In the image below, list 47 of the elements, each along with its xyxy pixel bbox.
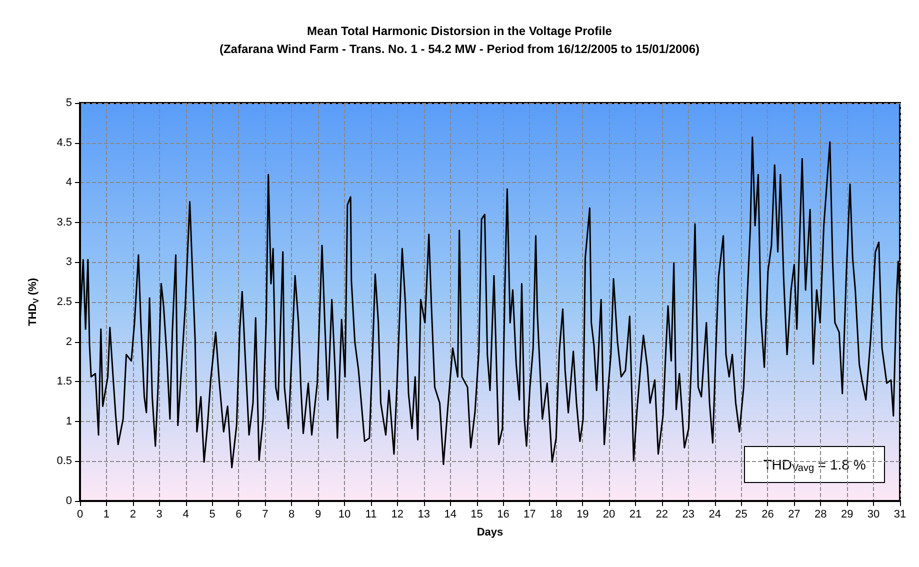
- x-tick-label: 25: [735, 508, 748, 520]
- x-tick-label: 26: [762, 508, 774, 520]
- x-tick-label: 7: [262, 508, 268, 520]
- y-tick-label: 5: [66, 97, 72, 109]
- y-tick-label: 4.5: [56, 136, 72, 149]
- x-tick-label: 23: [682, 508, 695, 520]
- x-tick-label: 6: [236, 508, 242, 520]
- x-tick-label: 2: [130, 508, 136, 520]
- x-tick-label: 11: [365, 508, 377, 520]
- y-axis-title: THDV (%): [27, 278, 40, 326]
- x-tick-label: 5: [209, 508, 216, 520]
- x-tick-label: 22: [656, 508, 668, 520]
- y-tick-label: 1: [66, 415, 72, 428]
- x-axis-title: Days: [476, 526, 504, 538]
- x-tick-label: 16: [497, 508, 510, 520]
- chart-subtitle: (Zafarana Wind Farm - Trans. No. 1 - 54.2 MW - Period from 16/12/2005 to 15/01/2006): [219, 42, 700, 56]
- x-tick-label: 18: [550, 508, 562, 520]
- y-tick-label: 4: [66, 176, 72, 189]
- x-tick-label: 21: [629, 508, 642, 520]
- y-tick-label: 1.5: [56, 376, 72, 388]
- y-tick-label: 2.5: [56, 296, 72, 308]
- x-tick-label: 28: [814, 508, 827, 520]
- x-tick-label: 1: [103, 508, 110, 520]
- x-tick-label: 30: [867, 508, 880, 520]
- x-tick-label: 4: [182, 508, 189, 520]
- x-tick-label: 27: [788, 508, 800, 520]
- chart-title: Mean Total Harmonic Distorsion in the Voltage Profile: [307, 24, 612, 38]
- y-tick-label: 2: [66, 336, 72, 348]
- y-tick-label: 3.5: [56, 216, 72, 228]
- x-tick-label: 20: [602, 508, 616, 520]
- y-tick-label: 0: [66, 495, 72, 507]
- x-tick-label: 13: [418, 508, 430, 520]
- x-tick-label: 24: [708, 508, 721, 520]
- x-tick-label: 8: [288, 508, 295, 520]
- x-tick-label: 3: [156, 508, 162, 520]
- x-tick-label: 17: [524, 508, 536, 520]
- x-tick-label: 0: [76, 508, 84, 520]
- x-tick-label: 14: [444, 508, 456, 520]
- y-tick-label: 3: [66, 256, 72, 268]
- y-tick-label: 0.5: [56, 455, 72, 468]
- x-tick-label: 12: [391, 508, 404, 520]
- x-tick-label: 19: [576, 508, 589, 520]
- x-tick-label: 10: [338, 508, 351, 520]
- x-tick-label: 15: [470, 508, 483, 520]
- x-tick-label: 31: [894, 508, 906, 520]
- x-tick-label: 29: [840, 508, 854, 520]
- x-tick-label: 9: [315, 508, 322, 520]
